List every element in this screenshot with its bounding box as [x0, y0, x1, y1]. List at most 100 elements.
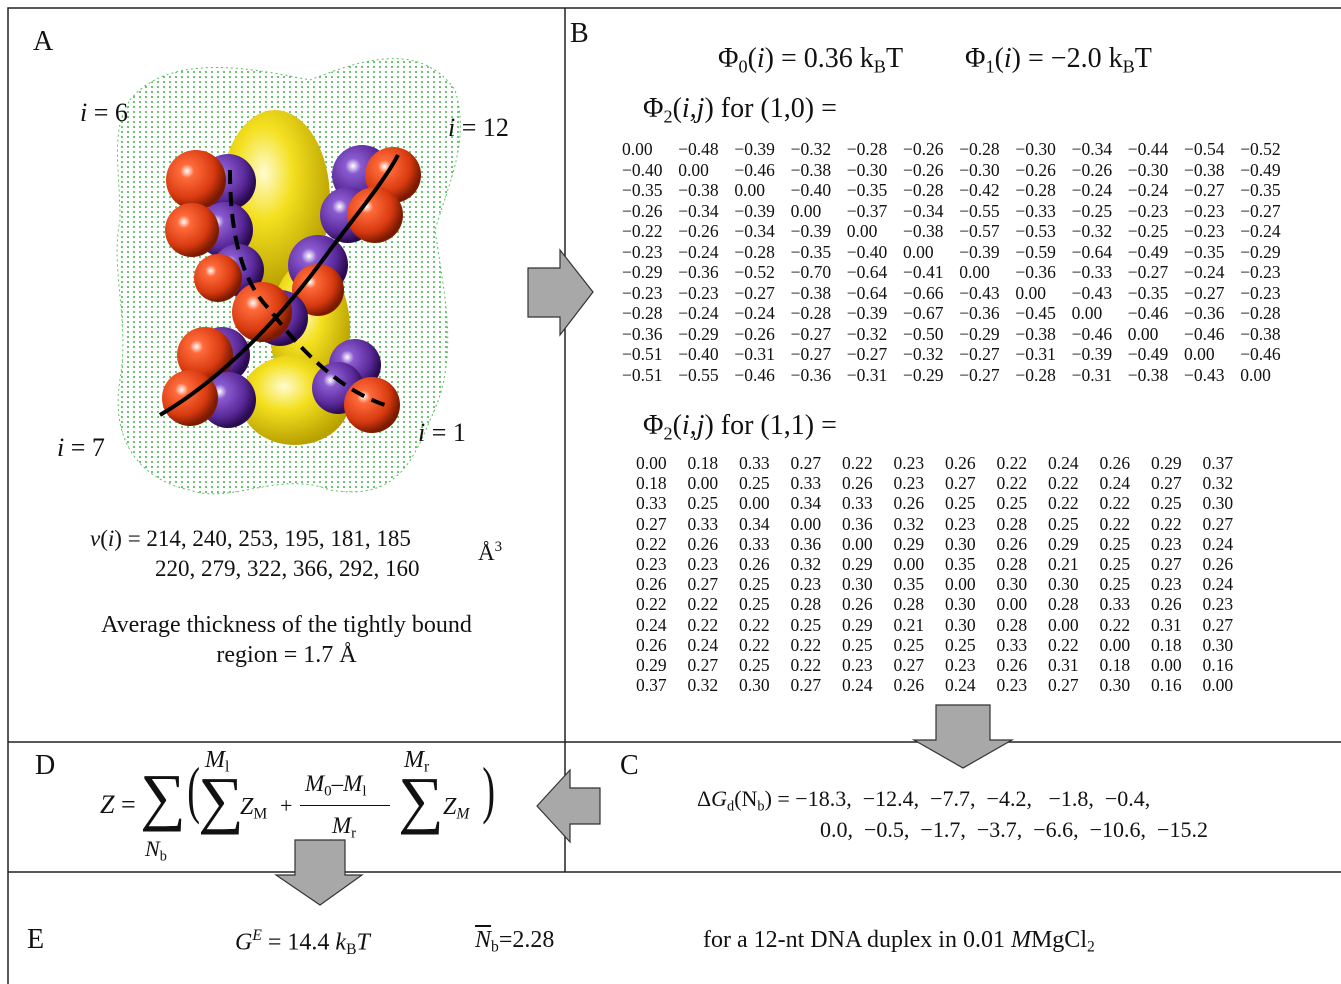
matrix-cell: 0.25: [842, 634, 873, 655]
matrix-cell: 0.27: [1048, 675, 1079, 696]
matrix-cell: 0.25: [945, 493, 976, 514]
matrix-cell: 0.33: [739, 453, 770, 473]
matrix-cell: −0.55: [678, 364, 719, 385]
matrix-cell: −0.33: [1071, 262, 1113, 282]
matrix-cell: 0.16: [1151, 675, 1182, 696]
text-segment: B: [873, 56, 886, 77]
text-segment: Z: [100, 790, 115, 819]
text-segment: ) for (1,1) =: [704, 410, 837, 441]
matrix-cell: 0.25: [739, 594, 770, 615]
matrix-cell: 0.00: [687, 473, 719, 494]
matrix-cell: 0.37: [636, 675, 667, 696]
matrix-cell: 0.22: [790, 655, 822, 675]
text-segment: i,j: [681, 410, 705, 441]
panel-borders: [7, 7, 1341, 984]
matrix-cell: 0.26: [996, 533, 1028, 554]
text-segment: Z: [240, 794, 254, 820]
matrix-cell: −0.45: [1015, 303, 1056, 323]
matrix-cell: −0.27: [1184, 282, 1225, 303]
matrix-cell: 0.00: [1048, 614, 1079, 635]
text-segment: B: [1122, 56, 1135, 77]
matrix-cell: −0.24: [1127, 180, 1169, 200]
matrix-cell: −0.28: [622, 303, 663, 323]
matrix-cell: 0.27: [945, 473, 976, 494]
matrix-cell: −0.25: [1127, 221, 1169, 241]
matrix-cell: 0.00: [1127, 323, 1159, 344]
text-segment: (N: [734, 786, 758, 811]
matrix-cell: 0.30: [842, 574, 873, 595]
sum-term: ZM: [240, 795, 267, 822]
matrix-cell: −0.34: [678, 200, 719, 221]
matrix-cell: −0.31: [734, 344, 775, 364]
matrix-cell: 0.22: [1151, 513, 1182, 534]
matrix-cell: −0.49: [1127, 344, 1169, 364]
matrix-cell: −0.23: [1240, 282, 1281, 303]
matrix-cell: −0.52: [1240, 139, 1281, 159]
formula-lhs: Z =: [100, 792, 136, 818]
text-segment: (: [672, 410, 682, 441]
matrix-cell: −0.34: [734, 221, 775, 241]
matrix-cell: −0.36: [790, 364, 832, 385]
matrix-cell: 0.30: [996, 574, 1028, 595]
text-segment: M: [305, 771, 325, 796]
matrix-cell: −0.29: [959, 323, 1000, 344]
matrix-cell: −0.28: [1015, 180, 1056, 200]
matrix-title: Φ2(i,j) for (1,0) =: [643, 95, 837, 126]
text-segment: ) = −18.3, −12.4, −7.7, −4.2, −1.8, −0.4…: [764, 786, 1151, 811]
text-segment: T: [885, 43, 904, 74]
matrix-cell: 0.18: [1099, 655, 1131, 675]
matrix-cell: 0.24: [945, 675, 976, 696]
text-segment: i: [418, 418, 426, 447]
volume-line: 220, 279, 322, 366, 292, 160: [155, 557, 420, 580]
text-segment: 2: [663, 423, 673, 444]
matrix-title: Φ2(i,j) for (1,1) =: [643, 412, 837, 443]
matrix-cell: −0.38: [1240, 323, 1281, 344]
matrix-cell: 0.29: [1048, 533, 1079, 554]
matrix-cell: −0.43: [1071, 282, 1113, 303]
matrix-cell: 0.33: [790, 473, 822, 494]
matrix-cell: 0.30: [1048, 574, 1079, 595]
matrix-cell: 0.18: [636, 473, 667, 494]
text-segment: M: [253, 805, 268, 823]
text-segment: E: [252, 927, 262, 944]
matrix-cell: −0.23: [622, 241, 663, 262]
matrix-cell: 0.22: [739, 634, 770, 655]
matrix-cell: −0.39: [734, 139, 775, 159]
matrix-cell: 0.23: [945, 513, 976, 534]
matrix-cell: −0.24: [1071, 180, 1113, 200]
matrix-cell: 0.00: [903, 241, 934, 262]
matrix-cell: 0.00: [790, 513, 822, 534]
paren: (: [187, 754, 201, 825]
matrix-cell: 0.32: [790, 554, 822, 574]
text-segment: B: [346, 941, 357, 959]
panel-label: A: [33, 26, 54, 57]
matrix-cell: 0.32: [893, 513, 925, 534]
text-segment: l: [362, 783, 367, 800]
text-segment: l: [225, 758, 230, 776]
matrix-cell: 0.00: [622, 139, 653, 159]
matrix-cell: 0.27: [687, 574, 719, 595]
matrix-cell: −0.36: [678, 262, 719, 282]
matrix-cell: −0.67: [903, 303, 944, 323]
matrix-cell: −0.29: [678, 323, 719, 344]
matrix-cell: 0.22: [636, 594, 667, 615]
matrix-cell: 0.25: [790, 614, 822, 635]
panel-label: C: [620, 750, 639, 781]
matrix-cell: −0.36: [1015, 262, 1056, 282]
matrix-cell: −0.51: [622, 344, 663, 364]
matrix-cell: −0.57: [959, 221, 1000, 241]
matrix-cell: −0.27: [790, 323, 832, 344]
matrix-cell: −0.23: [1184, 221, 1225, 241]
matrix-cell: −0.31: [1015, 344, 1056, 364]
mean-bound-ions: Nb=2.28: [475, 928, 554, 955]
matrix-cell: 0.28: [996, 554, 1028, 574]
matrix-cell: −0.43: [1184, 364, 1225, 385]
text-segment: –: [331, 771, 344, 796]
matrix-cell: −0.64: [1071, 241, 1113, 262]
matrix-cell: 0.26: [996, 655, 1028, 675]
panel-label: E: [27, 924, 45, 955]
sum-symbol: ∑: [398, 764, 444, 835]
text-segment: M: [205, 747, 225, 773]
fraction-numerator: M0–Ml: [305, 772, 366, 799]
matrix-cell: −0.31: [1071, 364, 1113, 385]
